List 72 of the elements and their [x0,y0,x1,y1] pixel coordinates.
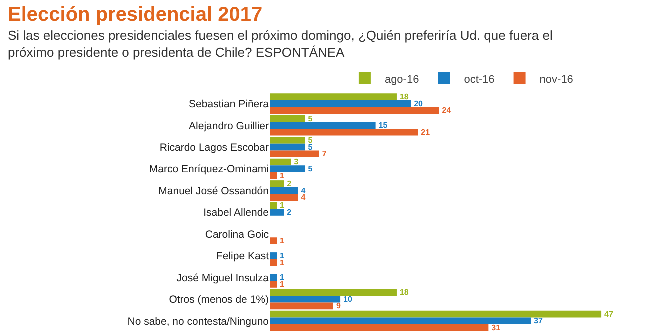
y-tick-label: No sabe, no contesta/Ninguno [128,316,270,328]
data-label: 24 [442,106,452,115]
data-label: 5 [308,136,314,145]
y-tick-label: José Miguel Insulza [176,272,270,284]
bar [270,252,278,260]
data-label: 3 [294,158,300,167]
y-tick-label: Isabel Allende [204,206,270,219]
y-tick-label: Ricardo Lagos Escobar [160,142,270,154]
data-label: 47 [604,310,614,319]
data-label: 1 [280,171,286,180]
y-tick-label: Alejandro Guillier [189,120,270,132]
bar [270,288,397,296]
legend-label: oct-16 [464,74,495,86]
data-label: 21 [421,128,431,137]
bar [270,136,306,144]
bar [270,128,418,136]
bar [270,280,278,288]
bar [270,296,341,303]
bar [270,187,298,194]
data-label: 9 [336,301,342,310]
bar [270,115,306,122]
bar [270,324,489,332]
bar [270,202,278,209]
bar [270,194,298,201]
bar [270,150,320,158]
legend-label: nov-16 [540,74,574,86]
data-label: 5 [308,142,314,152]
bar [270,318,532,324]
bar [270,274,278,281]
chart-title: Elección presidencial 2017 [8,4,264,27]
legend-label: ago-16 [384,74,420,86]
data-label: 1 [280,236,286,246]
y-tick-label: Felipe Kast [216,250,270,262]
y-tick-label: Manuel José Ossandón [158,185,270,198]
y-tick-label: Marco Enríquez-Ominami [149,164,269,176]
y-tick-label: Otros (menos de 1%) [169,294,269,306]
data-label: 18 [400,288,410,297]
y-tick-label: Carolina Goic [205,228,269,241]
data-label: 1 [280,258,286,268]
data-label: 5 [308,164,314,174]
bar [270,259,278,266]
bar [270,165,306,172]
data-label: 4 [301,192,306,202]
data-label: 1 [280,251,286,260]
bar [270,158,292,166]
data-label: 37 [534,316,544,326]
bar [270,107,440,114]
bar [270,172,278,180]
data-label: 2 [287,208,292,217]
bar [270,122,376,129]
bar [270,208,284,216]
bar [270,237,278,244]
data-label: 4 [301,186,306,196]
data-label: 20 [414,99,424,108]
y-tick-label: Sebastian Piñera [189,98,270,110]
chart-subtitle: Si las elecciones presidenciales fuesen el próximo domingo, ¿Quién preferiría Ud. que fuera el próximo presidente o presidenta de Chile? ESPONTÁNEA [8,28,554,62]
bar [270,310,602,318]
bar [270,302,334,310]
bar [270,93,397,100]
data-label: 5 [308,114,314,124]
data-label: 1 [280,272,286,282]
data-label: 2 [287,179,292,188]
data-label: 15 [378,120,388,130]
data-label: 1 [280,280,286,289]
bar [270,100,412,108]
data-label: 1 [280,200,286,210]
data-label: 18 [400,92,410,102]
data-label: 31 [492,323,502,332]
data-label: 7 [322,149,328,158]
bar [270,180,284,188]
bar [270,144,306,150]
data-label: 10 [344,294,353,304]
